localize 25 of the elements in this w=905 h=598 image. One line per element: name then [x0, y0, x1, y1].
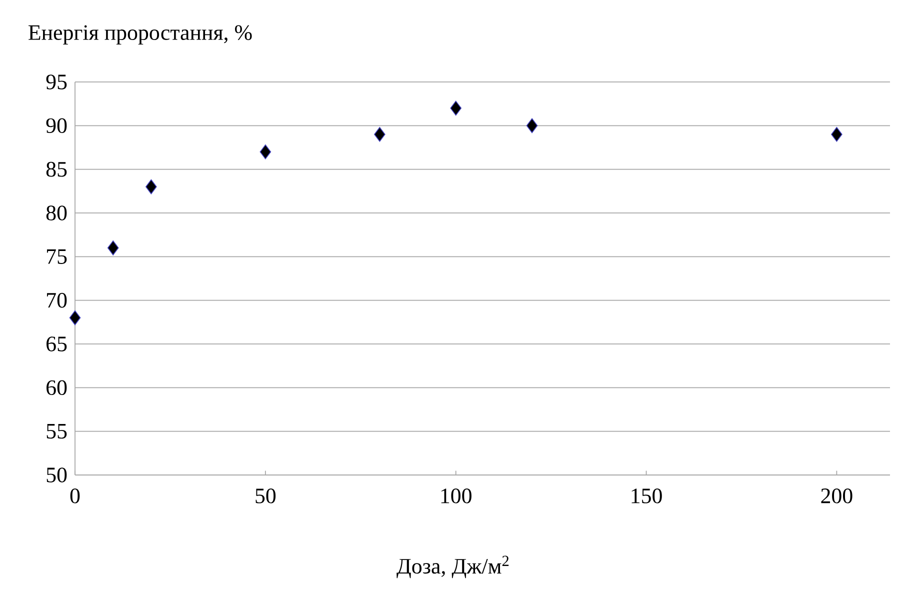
y-tick-label: 60: [46, 380, 67, 396]
y-tick-label: 55: [46, 424, 67, 439]
point: [831, 126, 842, 142]
y-tick-label: 75: [47, 249, 67, 264]
x-tick-label: 150: [632, 488, 662, 504]
point: [260, 144, 272, 160]
x-axis-title: Доза, Дж/м$^{2}$: [396, 556, 509, 578]
y-tick-label: 90: [46, 118, 67, 134]
x-tick-label: 200: [821, 488, 852, 504]
x-tick-label: 0: [70, 488, 80, 504]
y-tick-label: 70: [47, 292, 67, 308]
x-tick-label: 50: [256, 488, 276, 504]
point: [69, 310, 81, 326]
point: [374, 126, 386, 142]
y-tick-label: 80: [46, 206, 67, 220]
point: [526, 118, 538, 134]
x-tick-label: 100: [441, 488, 472, 504]
y-tick-label: 85: [46, 162, 67, 177]
y-tick-label: 95: [46, 74, 67, 90]
y-tick-label: 65: [46, 336, 67, 352]
point: [450, 100, 462, 116]
point: [146, 179, 157, 194]
y-axis-title: Енергія проростання, %: [28, 25, 252, 44]
y-tick-label: 50: [46, 468, 67, 482]
point: [107, 240, 119, 256]
